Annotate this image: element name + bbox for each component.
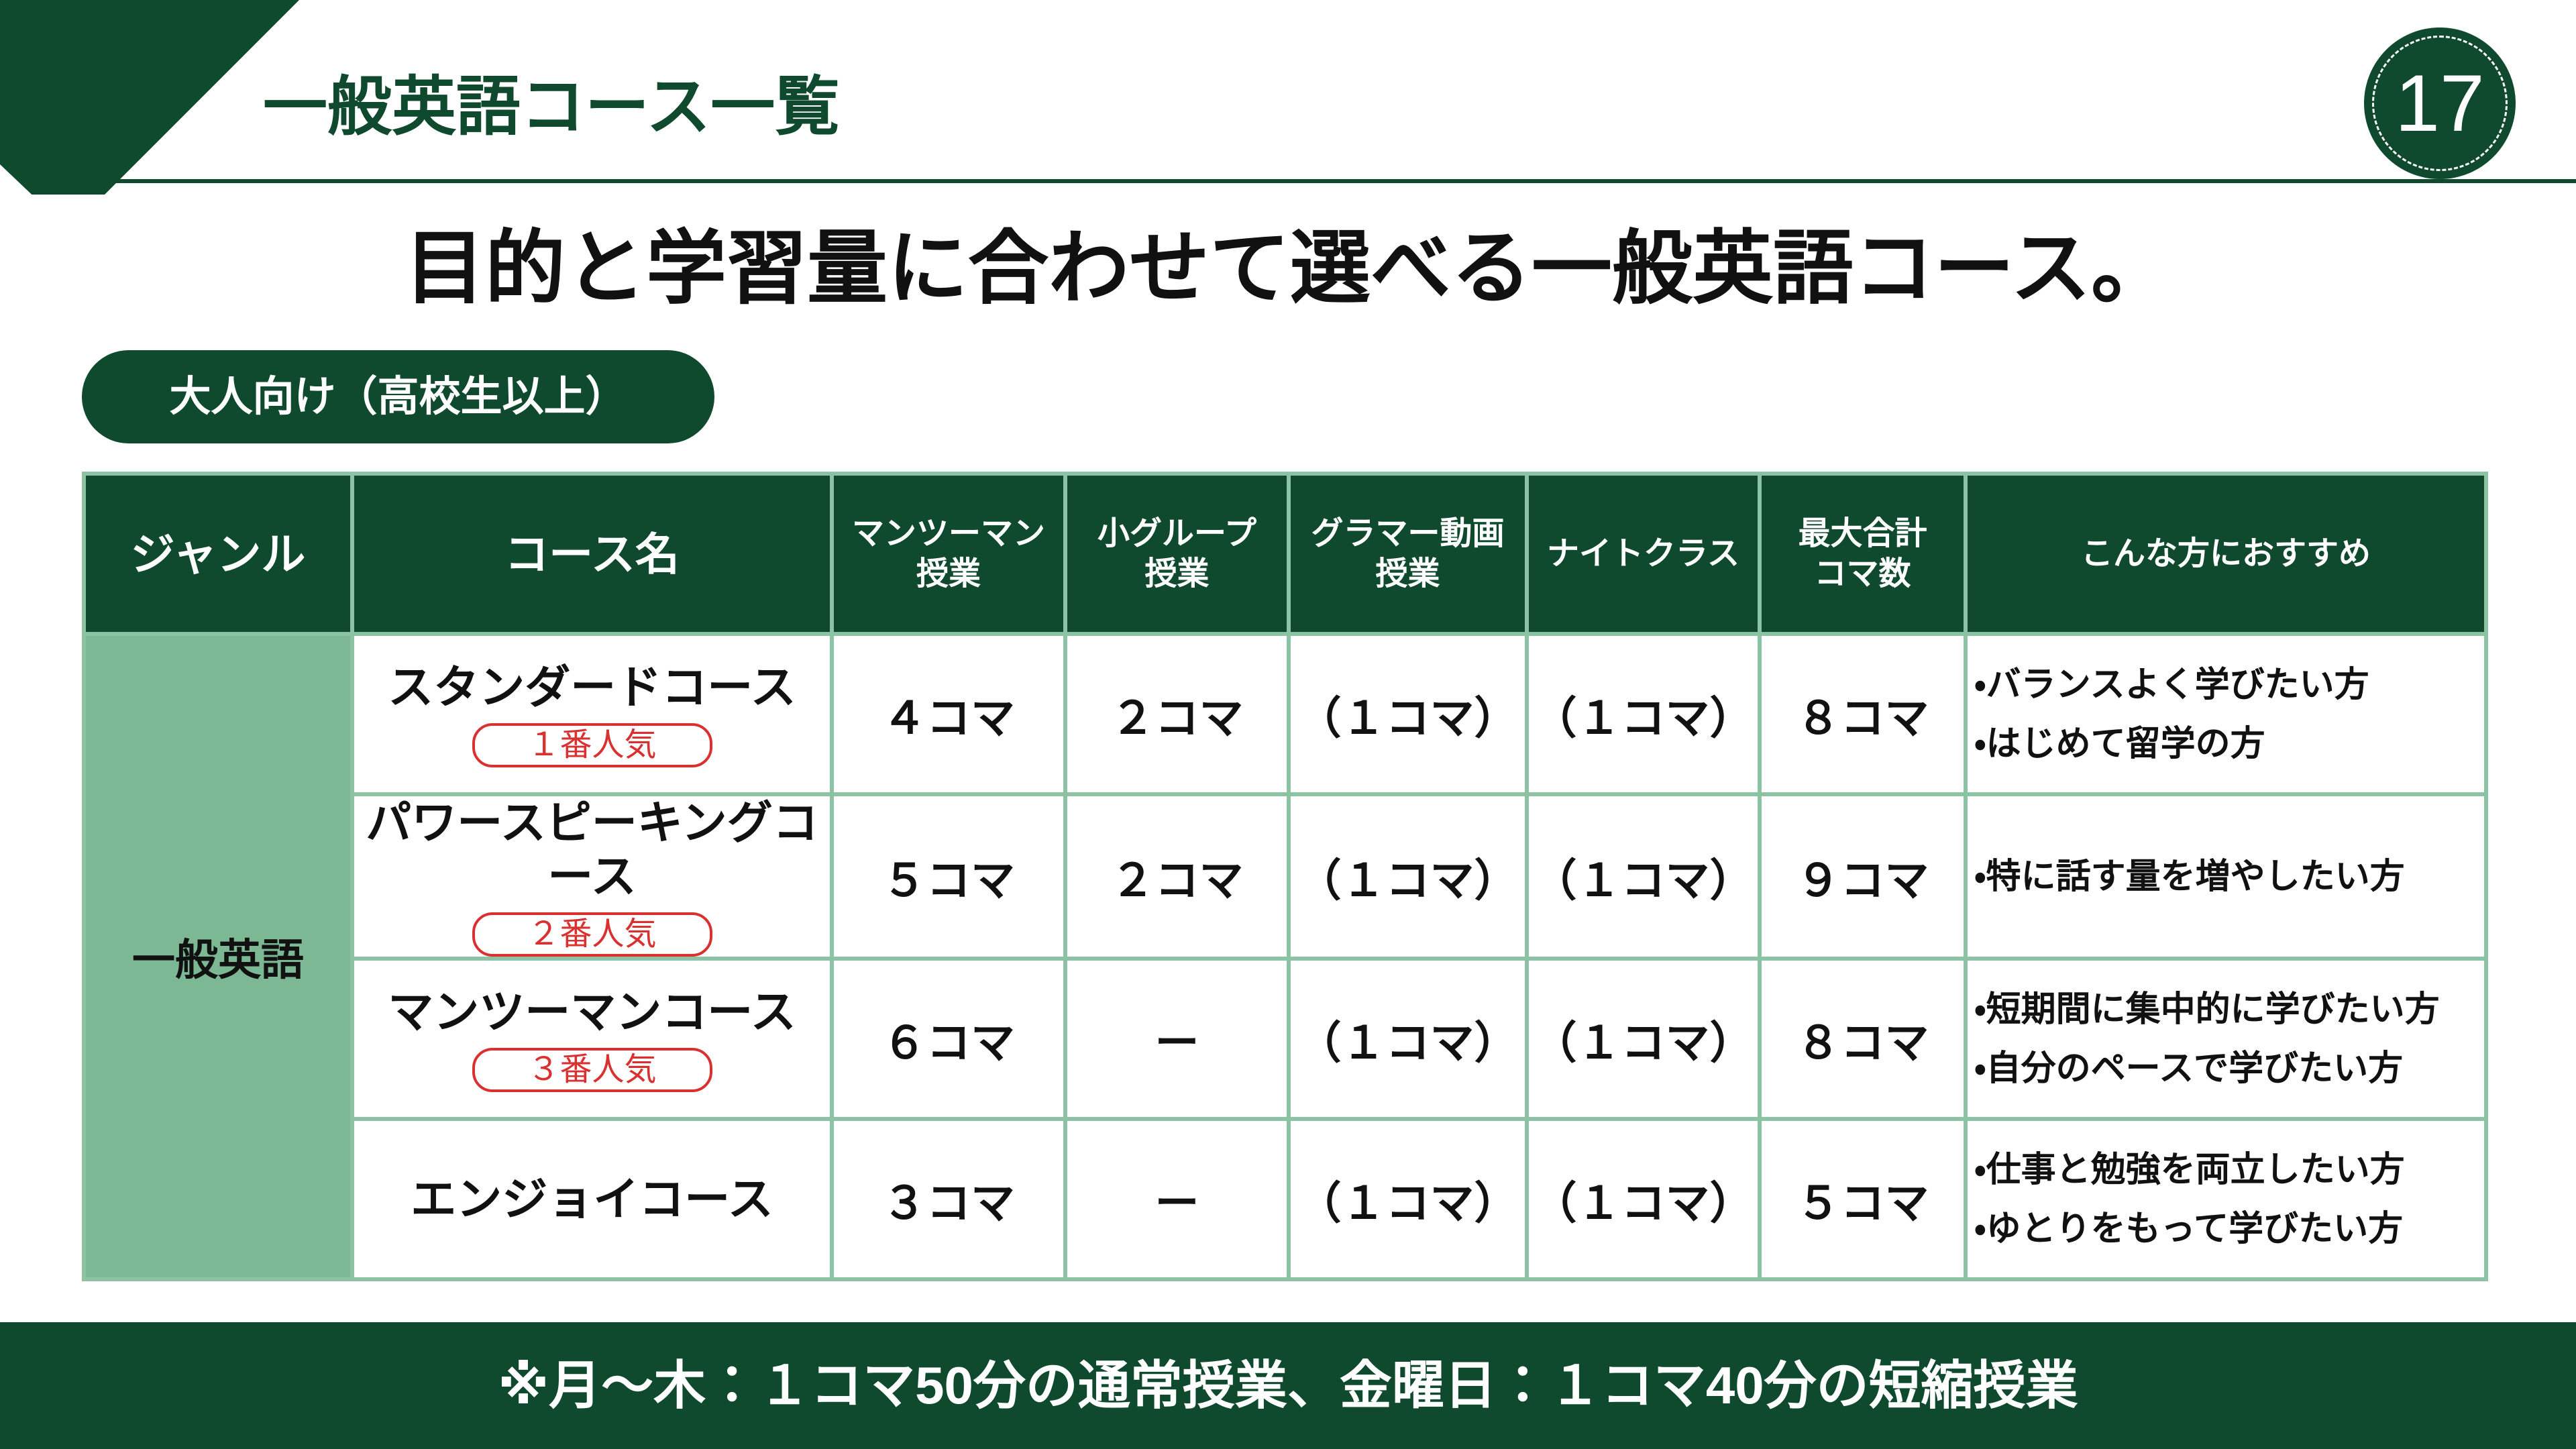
lesson-count: ー xyxy=(1063,957,1291,1121)
header-line: 小グループ xyxy=(1097,515,1257,551)
course-name: パワースピーキングコース xyxy=(366,798,818,902)
page-number: 17 xyxy=(2395,58,2485,148)
recommend-cell: ・バランスよく学びたい方 ・はじめて留学の方 xyxy=(1964,632,2488,796)
lesson-count: ３コマ xyxy=(830,1117,1067,1281)
recommend-item: ・特に話す量を増やしたい方 xyxy=(1974,857,2405,896)
popularity-badge: ３番人気 xyxy=(472,1048,712,1092)
header-decoration xyxy=(0,0,2576,195)
lesson-count: ５コマ xyxy=(1758,1117,1968,1281)
genre-cell: 一般英語 xyxy=(82,632,354,1281)
lesson-count: ５コマ xyxy=(830,792,1067,961)
course-row: マンツーマンコース ３番人気 ６コマー（１コマ） （１コマ） ８コマ ・短期間に集中的に学… xyxy=(84,957,2488,1121)
lesson-count: （１コマ） xyxy=(1525,1117,1762,1281)
course-name: スタンダードコース xyxy=(388,662,796,713)
recommend-cell: ・特に話す量を増やしたい方 xyxy=(1964,792,2488,961)
recommend-item: ・ゆとりをもって学びたい方 xyxy=(1974,1209,2404,1248)
lesson-count: ４コマ xyxy=(830,632,1067,796)
popularity-badge: １番人気 xyxy=(472,723,712,767)
lesson-count: （１コマ） xyxy=(1287,632,1529,796)
course-cell: スタンダードコース １番人気 xyxy=(350,632,834,796)
recommend-item: ・短期間に集中的に学びたい方 xyxy=(1974,989,2440,1029)
course-row: エンジョイコース ３コマー（１コマ） （１コマ） ５コマ ・仕事と勉強を両立したい方 ・ゆ… xyxy=(84,1117,2488,1281)
lesson-count: （１コマ） xyxy=(1287,792,1529,961)
column-header: マンツーマン 授業 xyxy=(830,472,1067,636)
lesson-count: （１コマ） xyxy=(1525,957,1762,1121)
recommend-item: ・はじめて留学の方 xyxy=(1974,724,2265,763)
column-header: 小グループ 授業 xyxy=(1063,472,1291,636)
column-header: グラマー動画 授業 xyxy=(1287,472,1529,636)
header-line: コース名 xyxy=(504,529,680,579)
recommend-item: ・自分のペースで学びたい方 xyxy=(1974,1049,2404,1088)
headline: 目的と学習量に合わせて選べる一般英語コース。 xyxy=(405,223,2171,313)
recommend-cell: ・仕事と勉強を両立したい方 ・ゆとりをもって学びたい方 xyxy=(1964,1117,2488,1281)
header-line: 授業 xyxy=(1375,555,1440,592)
lesson-count: ９コマ xyxy=(1758,792,1968,961)
course-row: 一般英語 スタンダードコース １番人気 ４コマ ２コマ （１コマ） （１コマ） ８コマ ・バラン… xyxy=(82,632,2488,1281)
column-header: コース名 xyxy=(350,472,834,636)
header-line: ナイトクラス xyxy=(1546,535,1740,572)
lesson-count: （１コマ） xyxy=(1287,957,1529,1121)
header-row: ジャンル コース名 マンツーマン 授業 小グループ 授業 グラマー動画 授業 ナイトクラス 最大合… xyxy=(82,472,2488,636)
lesson-count: ８コマ xyxy=(1758,957,1968,1121)
course-cell: マンツーマンコース ３番人気 xyxy=(350,957,834,1121)
course-table: ジャンル コース名 マンツーマン 授業 小グループ 授業 グラマー動画 授業 ナイトクラス 最大合… xyxy=(82,472,2488,1281)
lesson-count: ８コマ xyxy=(1758,632,1968,796)
page-number-badge: 17 xyxy=(2364,28,2516,179)
course-cell: パワースピーキングコース ２番人気 xyxy=(350,792,834,961)
corner-shape xyxy=(0,0,299,195)
lesson-count: ６コマ xyxy=(830,957,1067,1121)
course-name: エンジョイコース xyxy=(411,1173,773,1225)
column-header: こんな方におすすめ xyxy=(1964,472,2488,636)
course-name: マンツーマンコース xyxy=(388,987,796,1038)
header-line: 授業 xyxy=(916,555,981,592)
header-line: 授業 xyxy=(1144,555,1210,592)
lesson-count: （１コマ） xyxy=(1525,632,1762,796)
lesson-count: ２コマ xyxy=(1063,632,1291,796)
lesson-count: ２コマ xyxy=(1063,792,1291,961)
lesson-count: （１コマ） xyxy=(1525,792,1762,961)
header-line: ジャンル xyxy=(130,529,306,579)
column-header: 最大合計 コマ数 xyxy=(1758,472,1968,636)
column-header: ジャンル xyxy=(82,472,354,636)
course-row: パワースピーキングコース ２番人気 ５コマ ２コマ （１コマ） （１コマ） ９コマ ・特に話す… xyxy=(84,792,2488,961)
header-line: マンツーマン xyxy=(851,515,1045,551)
badge-ring xyxy=(2372,36,2508,171)
recommend-item: ・仕事と勉強を両立したい方 xyxy=(1974,1150,2405,1189)
audience-tag: 大人向け（高校生以上） xyxy=(82,350,714,443)
popularity-badge: ２番人気 xyxy=(472,912,712,957)
recommend-cell: ・短期間に集中的に学びたい方 ・自分のペースで学びたい方 xyxy=(1964,957,2488,1121)
footer-note: ※月～木：１コマ50分の通常授業、金曜日：１コマ40分の短縮授業 xyxy=(0,1322,2576,1449)
recommend-item: ・バランスよく学びたい方 xyxy=(1974,665,2369,704)
page-title: 一般英語コース一覧 xyxy=(263,71,840,143)
header-line: こんな方におすすめ xyxy=(2080,535,2371,572)
course-cell: エンジョイコース xyxy=(350,1117,834,1281)
header-line: 最大合計 xyxy=(1798,515,1927,551)
lesson-count: （１コマ） xyxy=(1287,1117,1529,1281)
header-line: グラマー動画 xyxy=(1311,515,1505,551)
header-line: コマ数 xyxy=(1814,555,1911,592)
column-header: ナイトクラス xyxy=(1525,472,1762,636)
lesson-count: ー xyxy=(1063,1117,1291,1281)
